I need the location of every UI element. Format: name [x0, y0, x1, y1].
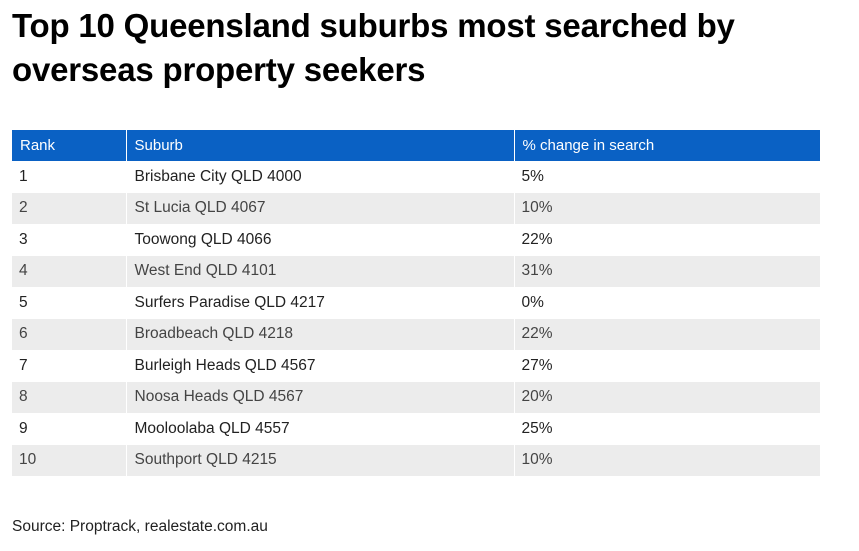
rank-cell: 9: [12, 413, 127, 445]
table-row: 10 Southport QLD 4215 10%: [12, 444, 820, 476]
change-cell: 0%: [514, 287, 820, 319]
suburb-cell: Broadbeach QLD 4218: [126, 318, 515, 350]
change-cell: 25%: [514, 413, 820, 445]
table-row: 9 Mooloolaba QLD 4557 25%: [12, 413, 820, 445]
suburb-cell: West End QLD 4101: [126, 255, 515, 287]
suburb-cell: Burleigh Heads QLD 4567: [126, 350, 515, 382]
suburb-cell: Brisbane City QLD 4000: [126, 161, 515, 193]
change-cell: 20%: [514, 381, 820, 413]
change-cell: 27%: [514, 350, 820, 382]
suburb-cell: Toowong QLD 4066: [126, 224, 515, 256]
table-row: 6 Broadbeach QLD 4218 22%: [12, 318, 820, 350]
change-cell: 22%: [514, 224, 820, 256]
rank-cell: 8: [12, 381, 127, 413]
suburb-cell: Mooloolaba QLD 4557: [126, 413, 515, 445]
table-row: 2 St Lucia QLD 4067 10%: [12, 192, 820, 224]
change-cell: 10%: [514, 444, 820, 476]
rank-cell: 7: [12, 350, 127, 382]
page-title: Top 10 Queensland suburbs most searched …: [12, 7, 735, 88]
table-row: 3 Toowong QLD 4066 22%: [12, 224, 820, 256]
table-header-row: Rank Suburb % change in search: [12, 130, 820, 161]
table-row: 1 Brisbane City QLD 4000 5%: [12, 161, 820, 193]
change-cell: 10%: [514, 192, 820, 224]
change-cell: 5%: [514, 161, 820, 193]
table-row: 8 Noosa Heads QLD 4567 20%: [12, 381, 820, 413]
suburb-cell: St Lucia QLD 4067: [126, 192, 515, 224]
table-row: 4 West End QLD 4101 31%: [12, 255, 820, 287]
column-header-rank: Rank: [12, 130, 127, 161]
table-row: 7 Burleigh Heads QLD 4567 27%: [12, 350, 820, 382]
suburb-cell: Surfers Paradise QLD 4217: [126, 287, 515, 319]
rank-cell: 10: [12, 444, 127, 476]
source-note: Source: Proptrack, realestate.com.au: [12, 518, 268, 535]
suburbs-table: Rank Suburb % change in search 1 Brisbane…: [12, 130, 820, 476]
rank-cell: 6: [12, 318, 127, 350]
suburb-cell: Noosa Heads QLD 4567: [126, 381, 515, 413]
table-body: 1 Brisbane City QLD 4000 5% 2 St Lucia QLD 4…: [12, 161, 820, 476]
rank-cell: 4: [12, 255, 127, 287]
column-header-change: % change in search: [514, 130, 820, 161]
column-header-suburb: Suburb: [126, 130, 515, 161]
rank-cell: 1: [12, 161, 127, 193]
rank-cell: 3: [12, 224, 127, 256]
suburb-cell: Southport QLD 4215: [126, 444, 515, 476]
change-cell: 22%: [514, 318, 820, 350]
table-row: 5 Surfers Paradise QLD 4217 0%: [12, 287, 820, 319]
rank-cell: 5: [12, 287, 127, 319]
rank-cell: 2: [12, 192, 127, 224]
change-cell: 31%: [514, 255, 820, 287]
